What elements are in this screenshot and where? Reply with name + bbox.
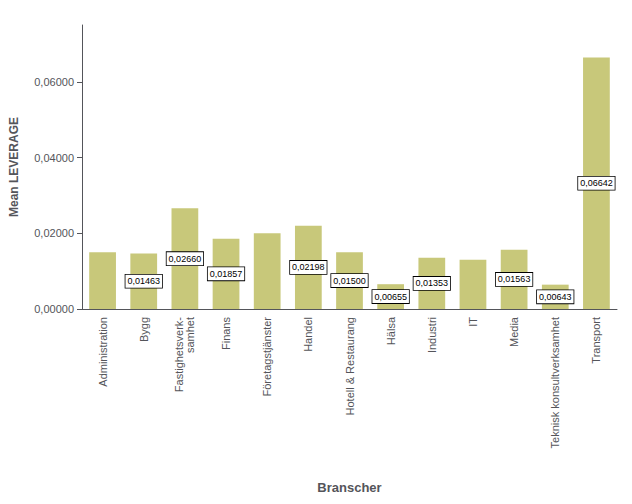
svg-text:Administration: Administration: [97, 317, 109, 387]
svg-text:IT: IT: [467, 317, 479, 327]
svg-text:0,02000: 0,02000: [34, 227, 74, 239]
svg-text:Fastighetsverk-: Fastighetsverk-: [173, 317, 186, 393]
svg-text:0,02660: 0,02660: [169, 254, 202, 264]
svg-text:Industri: Industri: [426, 317, 438, 353]
svg-text:Hälsa: Hälsa: [385, 316, 397, 345]
svg-text:Transport: Transport: [590, 317, 602, 364]
svg-text:Hotell & Restaurang: Hotell & Restaurang: [344, 317, 356, 415]
svg-text:0,00643: 0,00643: [539, 292, 572, 302]
svg-text:0,06000: 0,06000: [34, 76, 74, 88]
svg-text:Media: Media: [508, 316, 520, 347]
svg-text:0,04000: 0,04000: [34, 152, 74, 164]
svg-text:0,01353: 0,01353: [416, 278, 449, 288]
svg-text:0,01857: 0,01857: [210, 269, 243, 279]
svg-text:Teknisk konsultverksamhet: Teknisk konsultverksamhet: [549, 317, 561, 448]
svg-text:Företagstjänster: Företagstjänster: [261, 317, 273, 397]
svg-text:Mean LEVERAGE: Mean LEVERAGE: [7, 117, 21, 217]
svg-text:Branscher: Branscher: [317, 480, 381, 495]
svg-text:samhet: samhet: [184, 317, 196, 353]
svg-text:0,01463: 0,01463: [127, 276, 160, 286]
svg-text:0,00655: 0,00655: [374, 292, 407, 302]
svg-text:0,06642: 0,06642: [580, 178, 613, 188]
svg-text:Bygg: Bygg: [138, 317, 150, 342]
svg-text:0,01500: 0,01500: [333, 276, 366, 286]
svg-text:0,00000: 0,00000: [34, 303, 74, 315]
svg-text:Handel: Handel: [302, 317, 314, 352]
svg-text:0,02198: 0,02198: [292, 262, 325, 272]
svg-text:Finans: Finans: [220, 317, 232, 351]
svg-text:0,01563: 0,01563: [498, 274, 531, 284]
